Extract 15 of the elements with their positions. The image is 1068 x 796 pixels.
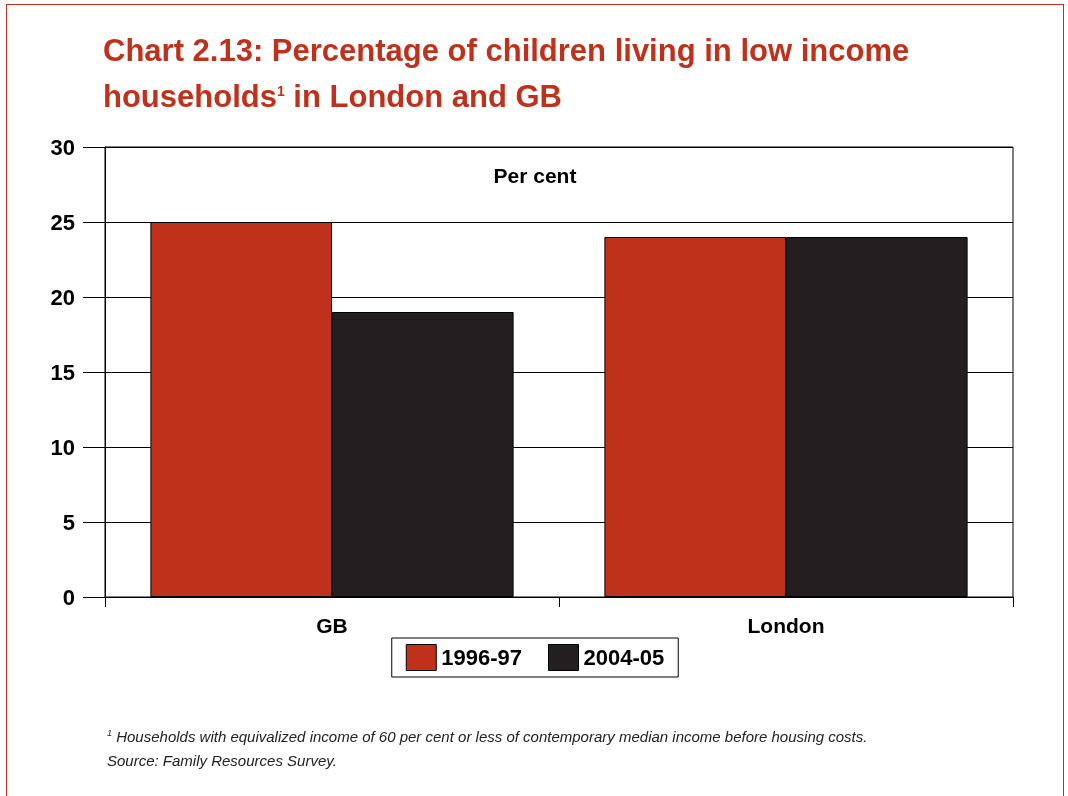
x-tick-label: GB xyxy=(316,614,348,637)
y-axis-title: Per cent xyxy=(493,164,577,187)
x-tick-label: London xyxy=(747,614,825,637)
y-tick-label: 0 xyxy=(62,584,75,610)
source-note: Source: Family Resources Survey. xyxy=(107,752,337,769)
y-tick-label: 5 xyxy=(62,509,75,535)
y-tick-label: 20 xyxy=(50,284,75,310)
y-tick-label: 15 xyxy=(50,359,75,385)
chart-title: Chart 2.13: Percentage of children living in low income households$^{1}$ in London and GB xyxy=(103,32,911,117)
y-tick-label: 30 xyxy=(50,134,75,160)
legend-label: 1996-97 xyxy=(441,645,523,670)
y-tick-label: 25 xyxy=(50,209,75,235)
legend-label: 2004-05 xyxy=(583,645,665,670)
y-tick-label: 10 xyxy=(50,434,75,460)
text: $^{1}$ Households with equivalized income of 60 per cent or less of contemporary median income before housing costs. xyxy=(107,728,868,745)
